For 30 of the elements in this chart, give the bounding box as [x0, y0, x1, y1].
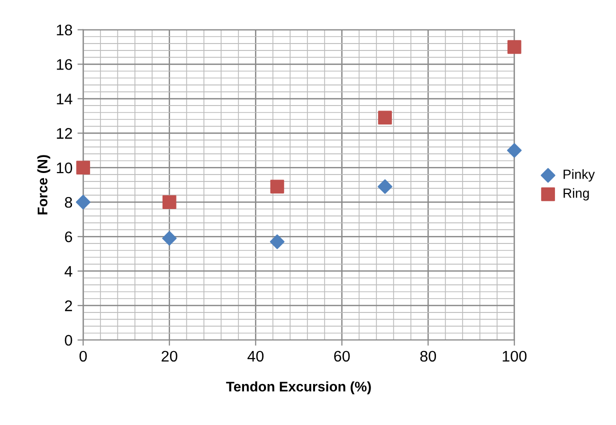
x-axis-title: Tendon Excursion (%)	[226, 381, 371, 394]
y-tick-label: 2	[65, 300, 72, 312]
x-tick-label: 80	[420, 350, 436, 362]
point	[162, 231, 177, 246]
point	[378, 110, 392, 125]
y-tick-label: 18	[56, 24, 72, 36]
y-tick-label: 0	[64, 334, 72, 346]
x-tick-label: 60	[334, 350, 350, 362]
y-tick-label: 14	[56, 94, 72, 104]
point	[270, 180, 284, 194]
x-tick-label: 40	[247, 350, 264, 362]
point	[507, 143, 522, 158]
point	[507, 40, 522, 54]
x-tick-label: 20	[162, 350, 178, 362]
point	[270, 234, 284, 250]
legend-label: Ring	[564, 188, 589, 200]
point	[76, 160, 90, 175]
y-tick-label: 4	[64, 266, 72, 277]
x-tick-label: 100	[502, 350, 527, 362]
legend-label: Pinky	[564, 169, 595, 182]
y-tick-label: 8	[64, 196, 72, 208]
point	[76, 194, 90, 210]
point	[378, 179, 392, 194]
y-tick-label: 6	[65, 231, 72, 242]
y-axis-title: Force (N)	[37, 155, 50, 214]
x-tick-label: 0	[80, 350, 87, 362]
point	[162, 195, 176, 210]
y-tick-label: 12	[56, 128, 72, 139]
y-tick-label: 16	[56, 59, 72, 70]
y-tick-label: 10	[56, 162, 72, 174]
